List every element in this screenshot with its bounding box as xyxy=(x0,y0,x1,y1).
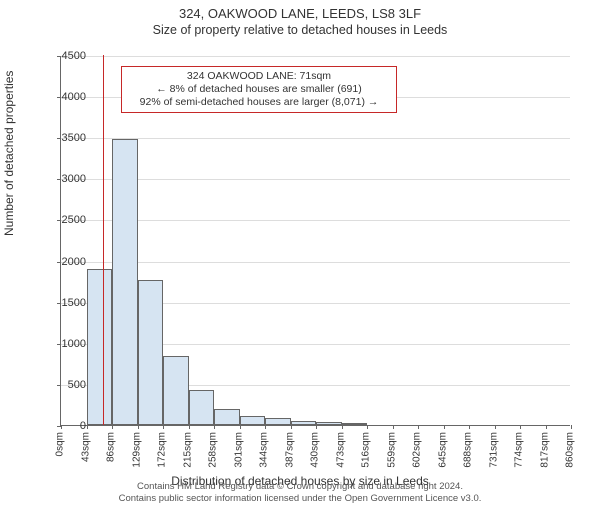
xtick-label: 172sqm xyxy=(157,432,168,468)
xtick-mark xyxy=(342,425,343,429)
annotation-line: 324 OAKWOOD LANE: 71sqm xyxy=(128,70,390,83)
xtick-label: 731sqm xyxy=(488,432,499,468)
xtick-label: 688sqm xyxy=(463,432,474,468)
ytick-label: 1000 xyxy=(46,338,86,350)
xtick-mark xyxy=(240,425,241,429)
xtick-mark xyxy=(112,425,113,429)
histogram-bar xyxy=(112,139,138,425)
page-subtitle: Size of property relative to detached ho… xyxy=(0,23,600,37)
xtick-mark xyxy=(87,425,88,429)
xtick-label: 817sqm xyxy=(539,432,550,468)
histogram-bar xyxy=(265,418,291,425)
xtick-label: 774sqm xyxy=(514,432,525,468)
xtick-label: 387sqm xyxy=(284,432,295,468)
xtick-label: 301sqm xyxy=(233,432,244,468)
histogram-bar xyxy=(87,269,113,425)
histogram-bar xyxy=(138,280,164,425)
chart-area: 324 OAKWOOD LANE: 71sqm← 8% of detached … xyxy=(60,56,570,426)
xtick-mark xyxy=(291,425,292,429)
ytick-label: 3000 xyxy=(46,173,86,185)
histogram-bar xyxy=(240,416,266,425)
xtick-mark xyxy=(469,425,470,429)
histogram-plot: 324 OAKWOOD LANE: 71sqm← 8% of detached … xyxy=(60,56,570,426)
ytick-label: 3500 xyxy=(46,132,86,144)
xtick-mark xyxy=(316,425,317,429)
footer-line-2: Contains public sector information licen… xyxy=(0,493,600,504)
xtick-label: 430sqm xyxy=(310,432,321,468)
property-marker-line xyxy=(103,55,104,425)
histogram-bar xyxy=(189,390,215,425)
annotation-box: 324 OAKWOOD LANE: 71sqm← 8% of detached … xyxy=(121,66,397,113)
xtick-mark xyxy=(163,425,164,429)
annotation-line: ← 8% of detached houses are smaller (691… xyxy=(128,83,390,96)
footer-line-1: Contains HM Land Registry data © Crown c… xyxy=(0,481,600,492)
xtick-label: 344sqm xyxy=(259,432,270,468)
xtick-mark xyxy=(418,425,419,429)
annotation-line: 92% of semi-detached houses are larger (… xyxy=(128,96,390,109)
xtick-mark xyxy=(367,425,368,429)
xtick-label: 559sqm xyxy=(386,432,397,468)
histogram-bar xyxy=(342,423,368,425)
histogram-bar xyxy=(291,421,317,425)
footer: Contains HM Land Registry data © Crown c… xyxy=(0,481,600,504)
xtick-mark xyxy=(520,425,521,429)
xtick-mark xyxy=(444,425,445,429)
histogram-bar xyxy=(214,409,240,425)
xtick-mark xyxy=(138,425,139,429)
histogram-bar xyxy=(316,422,342,425)
gridline xyxy=(61,56,570,57)
xtick-mark xyxy=(495,425,496,429)
ytick-label: 4500 xyxy=(46,50,86,62)
ytick-label: 2500 xyxy=(46,214,86,226)
xtick-label: 215sqm xyxy=(182,432,193,468)
ytick-label: 4000 xyxy=(46,91,86,103)
ytick-label: 2000 xyxy=(46,256,86,268)
xtick-label: 860sqm xyxy=(565,432,576,468)
xtick-label: 0sqm xyxy=(55,432,66,456)
ytick-label: 0 xyxy=(46,420,86,432)
xtick-label: 258sqm xyxy=(208,432,219,468)
xtick-mark xyxy=(265,425,266,429)
xtick-mark xyxy=(393,425,394,429)
xtick-label: 43sqm xyxy=(80,432,91,462)
ytick-label: 500 xyxy=(46,379,86,391)
xtick-label: 129sqm xyxy=(131,432,142,468)
ytick-label: 1500 xyxy=(46,297,86,309)
xtick-mark xyxy=(189,425,190,429)
xtick-label: 602sqm xyxy=(412,432,423,468)
xtick-label: 516sqm xyxy=(361,432,372,468)
xtick-label: 473sqm xyxy=(335,432,346,468)
xtick-mark xyxy=(214,425,215,429)
xtick-mark xyxy=(546,425,547,429)
xtick-label: 645sqm xyxy=(437,432,448,468)
histogram-bar xyxy=(163,356,189,425)
xtick-mark xyxy=(571,425,572,429)
page-title: 324, OAKWOOD LANE, LEEDS, LS8 3LF xyxy=(0,6,600,21)
y-axis-label: Number of detached properties xyxy=(2,71,16,236)
xtick-label: 86sqm xyxy=(106,432,117,462)
